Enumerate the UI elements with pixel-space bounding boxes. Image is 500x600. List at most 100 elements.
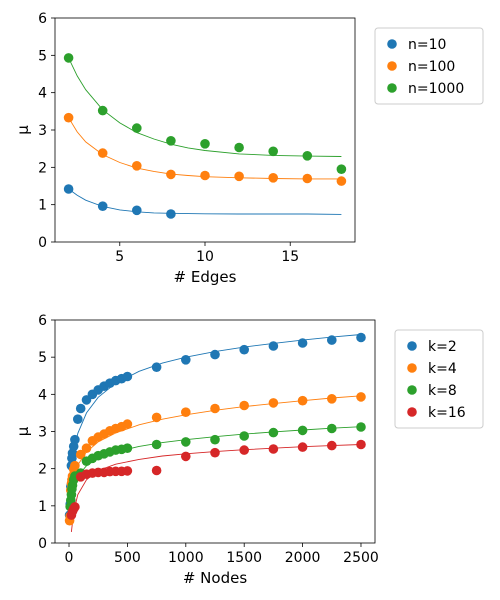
y-tick-label: 3 [38, 425, 47, 441]
data-point-k=16 [356, 439, 366, 450]
data-point-n=100 [336, 176, 347, 186]
data-point-n=100 [200, 170, 210, 181]
x-tick-label: 15 [281, 249, 299, 265]
x-tick-label: 2500 [343, 550, 379, 566]
x-tick-label: 2000 [285, 550, 321, 566]
legend-label: n=100 [408, 59, 455, 75]
data-point-n=100 [302, 173, 313, 184]
legend-marker [387, 39, 397, 49]
data-point-n=1000 [200, 139, 210, 149]
legend-marker [407, 407, 417, 417]
data-point-k=16 [297, 442, 308, 452]
data-point-k=2 [239, 344, 249, 355]
data-point-k=2 [268, 341, 279, 351]
y-tick-label: 2 [38, 160, 47, 176]
data-point-k=2 [75, 403, 86, 414]
data-point-k=4 [81, 443, 92, 454]
data-point-n=1000 [268, 146, 279, 157]
x-tick-label: 500 [114, 550, 141, 566]
x-tick-label: 0 [65, 550, 74, 566]
y-axis-label: μ [14, 426, 32, 436]
data-point-k=4 [268, 398, 279, 408]
y-tick-label: 0 [38, 536, 47, 552]
data-point-k=16 [151, 465, 162, 476]
fit-line-k=4 [69, 395, 362, 523]
y-tick-label: 4 [38, 387, 47, 403]
y-tick-label: 6 [38, 313, 47, 329]
legend-box [374, 27, 484, 105]
data-point-n=100 [97, 148, 108, 158]
edges-chart: 5 10 15 0 1 2 3 4 5 6 # Edges μ n=10 n=100 n=1000 [14, 11, 484, 286]
data-point-k=2 [356, 332, 366, 343]
data-point-k=16 [70, 502, 80, 512]
y-tick-label: 3 [38, 123, 47, 139]
data-point-n=10 [63, 184, 74, 194]
y-tick-label: 1 [38, 499, 47, 515]
fit-line-k=16 [70, 444, 362, 532]
data-point-k=4 [297, 395, 308, 406]
data-point-k=16 [122, 466, 133, 476]
data-point-k=16 [181, 451, 191, 462]
data-point-n=100 [166, 169, 176, 180]
legend-label: n=1000 [408, 81, 464, 97]
legend-marker [407, 363, 417, 373]
y-tick-label: 5 [38, 48, 47, 64]
data-point-k=8 [151, 439, 162, 450]
legend-label: k=2 [428, 339, 457, 355]
data-point-n=100 [234, 171, 244, 182]
fit-line-n=100 [68, 117, 342, 180]
data-point-k=8 [181, 437, 191, 447]
data-point-k=2 [181, 355, 191, 365]
data-point-n=1000 [166, 136, 176, 146]
legend-marker [387, 83, 397, 93]
x-tick-label: 1500 [226, 550, 262, 566]
legend-marker [387, 61, 397, 71]
x-axis-label: # Edges [174, 268, 237, 286]
data-point-n=1000 [132, 123, 142, 133]
data-point-k=8 [122, 443, 133, 454]
legend-box [394, 329, 484, 429]
legend-marker [407, 385, 417, 395]
data-point-n=1000 [302, 151, 313, 161]
nodes-chart: 0 500 1000 1500 2000 2500 0 1 2 3 4 5 6 # Nodes μ k=2 k=… [14, 313, 484, 587]
data-point-k=4 [327, 394, 337, 404]
data-point-k=8 [239, 431, 249, 441]
data-point-n=1000 [97, 105, 108, 116]
data-point-k=2 [327, 335, 337, 345]
data-point-k=8 [297, 425, 308, 436]
data-point-n=10 [97, 201, 108, 211]
data-point-k=4 [75, 449, 86, 460]
y-tick-label: 4 [38, 86, 47, 102]
data-point-n=1000 [234, 142, 244, 153]
data-point-k=8 [210, 434, 220, 445]
data-point-k=16 [239, 445, 249, 455]
data-point-k=4 [210, 403, 220, 414]
fit-line-n=10 [68, 188, 342, 215]
data-point-n=100 [268, 173, 279, 183]
data-point-n=100 [132, 161, 142, 171]
y-tick-label: 0 [38, 235, 47, 251]
legend-label: k=4 [428, 361, 457, 377]
data-point-k=4 [239, 400, 249, 411]
data-point-k=2 [122, 371, 133, 382]
data-point-k=2 [73, 414, 83, 425]
data-point-k=16 [210, 447, 220, 458]
legend-marker [407, 341, 417, 351]
data-point-n=1000 [336, 164, 347, 174]
data-point-k=2 [70, 434, 80, 445]
data-point-k=8 [356, 422, 366, 432]
data-point-n=1000 [63, 53, 74, 63]
data-point-k=4 [70, 460, 80, 471]
y-axis-label: μ [14, 125, 32, 135]
y-tick-label: 2 [38, 462, 47, 478]
x-tick-label: 1000 [168, 550, 204, 566]
data-point-k=8 [268, 427, 279, 438]
data-point-k=2 [151, 362, 162, 373]
data-point-n=10 [166, 209, 176, 219]
data-point-k=16 [327, 440, 337, 451]
data-point-n=100 [63, 112, 74, 123]
data-point-k=4 [181, 407, 191, 418]
data-point-k=16 [268, 444, 279, 454]
data-point-k=2 [297, 338, 308, 348]
